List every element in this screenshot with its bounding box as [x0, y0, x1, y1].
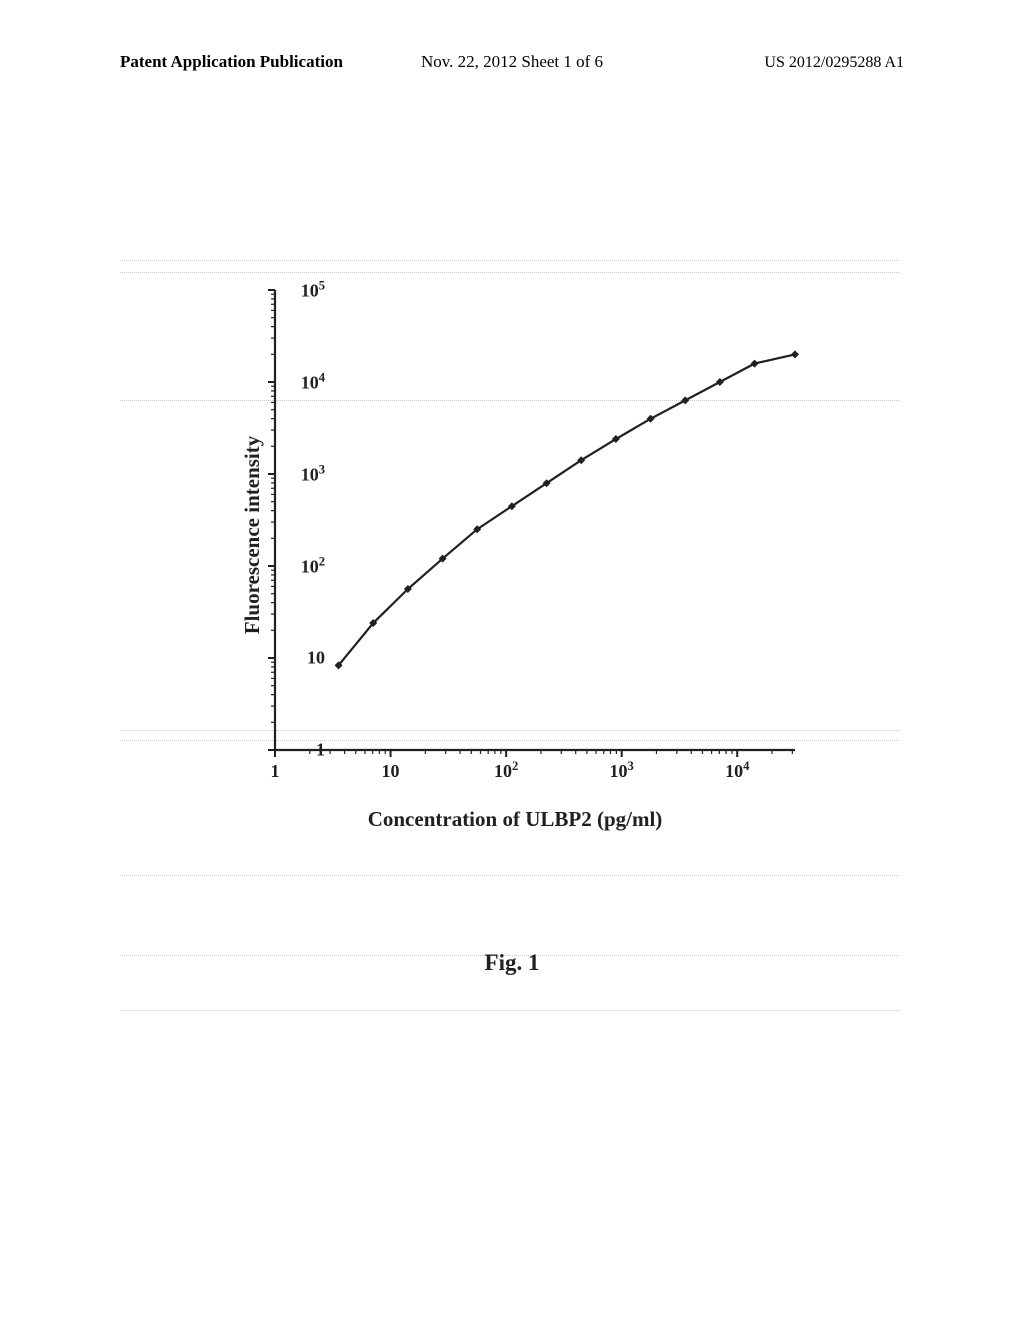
- header-left-text: Patent Application Publication: [120, 52, 343, 72]
- y-tick-label: 104: [301, 371, 325, 394]
- page-header: Patent Application Publication Nov. 22, …: [0, 52, 1024, 72]
- y-tick-label: 102: [301, 555, 325, 578]
- x-tick-label: 102: [494, 759, 518, 782]
- header-center-text: Nov. 22, 2012 Sheet 1 of 6: [421, 52, 603, 72]
- chart-container: Fluorescence intensity Concentration of …: [195, 280, 835, 790]
- x-tick-label: 10: [382, 761, 400, 782]
- y-tick-label: 10: [307, 648, 325, 669]
- y-tick-label: 105: [301, 279, 325, 302]
- dotted-line: [120, 875, 899, 876]
- dotted-line: [120, 1010, 899, 1011]
- x-axis-label: Concentration of ULBP2 (pg/ml): [368, 807, 663, 832]
- x-tick-label: 103: [610, 759, 634, 782]
- dotted-line: [120, 260, 899, 261]
- x-tick-label: 104: [725, 759, 749, 782]
- chart-plot: [255, 280, 815, 760]
- figure-label: Fig. 1: [485, 950, 540, 976]
- header-right-text: US 2012/0295288 A1: [764, 54, 904, 72]
- dotted-line: [120, 272, 899, 273]
- y-tick-label: 1: [316, 740, 325, 761]
- y-tick-label: 103: [301, 463, 325, 486]
- x-tick-label: 1: [271, 761, 280, 782]
